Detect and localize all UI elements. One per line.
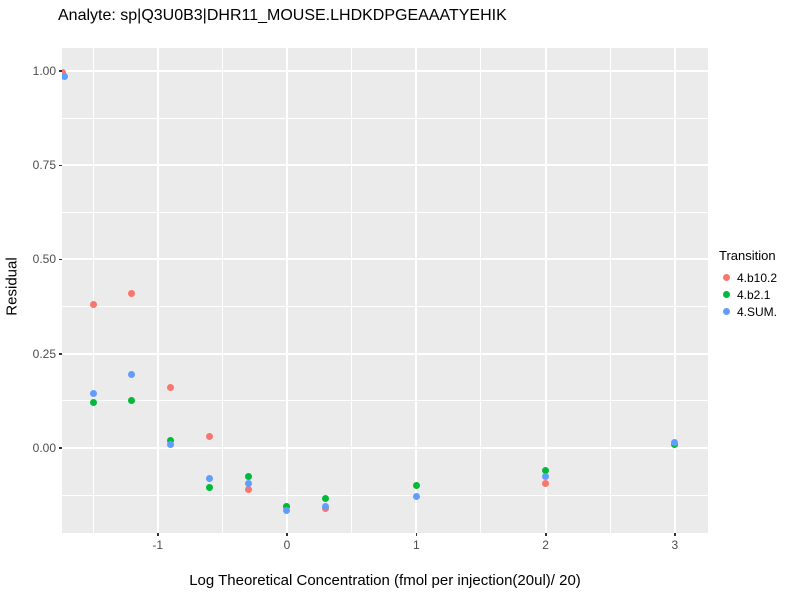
legend-title: Transition	[719, 248, 776, 263]
legend-item-label: 4.SUM.	[737, 304, 778, 319]
data-point	[542, 480, 550, 488]
data-point	[283, 506, 291, 514]
chart-title: Analyte: sp|Q3U0B3|DHR11_MOUSE.LHDKDPGEA…	[58, 7, 507, 24]
x-minor-gridline	[480, 48, 482, 533]
x-tick-mark	[545, 533, 547, 536]
data-point	[205, 484, 213, 492]
x-major-gridline	[156, 48, 159, 533]
legend-item: 4.SUM.	[719, 303, 777, 320]
y-major-gridline	[62, 69, 708, 72]
y-major-gridline	[62, 446, 708, 449]
x-minor-gridline	[351, 48, 353, 533]
legend-dot-icon	[723, 308, 730, 315]
y-tick-mark	[59, 447, 62, 449]
x-tick-mark	[286, 533, 288, 536]
x-tick-mark	[157, 533, 159, 536]
legend: Transition 4.b10.2 4.b2.1 4.SUM.	[719, 248, 777, 320]
x-minor-gridline	[609, 48, 611, 533]
x-tick-label: 3	[671, 538, 679, 552]
y-axis-title: Residual	[3, 257, 21, 316]
y-tick-mark	[59, 164, 62, 167]
legend-dot-icon	[723, 274, 730, 281]
data-point	[128, 289, 136, 297]
x-tick-label: 1	[412, 538, 420, 552]
data-point	[244, 480, 252, 488]
x-tick-label: 0	[283, 538, 291, 552]
y-major-gridline	[62, 164, 708, 167]
y-tick-mark	[59, 353, 62, 355]
data-point	[167, 384, 175, 392]
data-point	[542, 472, 550, 480]
x-tick-label: 2	[542, 538, 549, 552]
y-tick-mark	[59, 70, 62, 72]
data-point	[322, 495, 330, 503]
data-point	[89, 389, 97, 397]
data-point	[205, 433, 213, 441]
y-minor-gridline	[62, 117, 708, 119]
data-point	[542, 467, 550, 475]
y-minor-gridline	[62, 211, 708, 213]
y-minor-gridline	[62, 400, 708, 402]
y-minor-gridline	[62, 306, 708, 308]
data-point	[89, 399, 97, 407]
y-tick-label: 1.00	[32, 63, 56, 78]
legend-item: 4.b2.1	[719, 286, 777, 303]
y-tick-label: 0.50	[32, 252, 56, 267]
data-point	[412, 482, 420, 490]
x-tick-label: -1	[152, 538, 163, 552]
legend-dot-icon	[723, 291, 730, 298]
y-tick-label: 0.00	[32, 440, 56, 455]
y-major-gridline	[62, 352, 708, 355]
plot-panel	[62, 48, 708, 533]
legend-item: 4.b10.2	[719, 269, 777, 286]
data-point	[62, 69, 66, 77]
x-axis-title: Log Theoretical Concentration (fmol per …	[189, 572, 581, 589]
data-point	[412, 493, 420, 501]
data-point	[62, 73, 69, 81]
x-major-gridline	[673, 48, 676, 533]
data-point	[322, 502, 330, 510]
y-tick-label: 0.25	[32, 346, 56, 361]
legend-item-label: 4.b2.1	[737, 287, 771, 302]
x-tick-mark	[674, 533, 676, 536]
data-point	[128, 370, 136, 378]
x-tick-mark	[415, 533, 418, 536]
y-tick-label: 0.75	[32, 158, 56, 173]
data-point	[244, 485, 252, 493]
x-major-gridline	[544, 48, 547, 533]
data-point	[283, 502, 291, 510]
data-point	[128, 397, 136, 405]
x-major-gridline	[415, 48, 418, 533]
y-tick-mark	[59, 258, 62, 261]
legend-item-label: 4.b10.2	[737, 270, 778, 285]
data-point	[167, 440, 175, 448]
x-minor-gridline	[221, 48, 223, 533]
data-point	[89, 301, 97, 309]
y-major-gridline	[62, 258, 708, 261]
x-major-gridline	[285, 48, 288, 533]
x-minor-gridline	[92, 48, 94, 533]
data-point	[671, 438, 679, 446]
data-point	[167, 436, 175, 444]
y-minor-gridline	[62, 494, 708, 496]
data-point	[244, 472, 252, 480]
data-point	[205, 474, 213, 482]
